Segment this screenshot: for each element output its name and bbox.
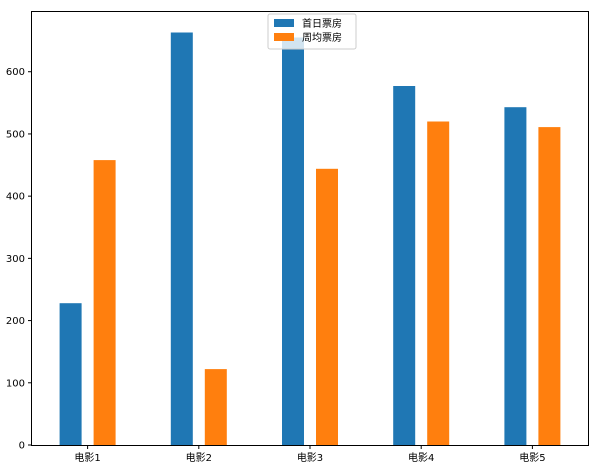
bar-series1-1 — [59, 303, 82, 445]
legend-label: 周均票房 — [302, 31, 342, 44]
y-tick-label: 500 — [6, 129, 25, 140]
bar-series2-5 — [538, 127, 561, 445]
legend-label: 首日票房 — [302, 17, 342, 30]
y-tick-label: 0 — [19, 441, 25, 452]
x-tick-label: 电影1 — [74, 451, 100, 464]
y-tick-label: 200 — [6, 316, 25, 327]
x-tick-label: 电影2 — [186, 451, 212, 464]
bar-series1-3 — [282, 37, 304, 445]
bar-series1-5 — [504, 107, 527, 445]
y-tick-label: 400 — [6, 192, 25, 203]
bar-series2-1 — [93, 160, 116, 445]
bars-group — [59, 32, 561, 446]
bar-series1-4 — [393, 86, 416, 445]
bar-series1-2 — [170, 32, 193, 445]
y-axis-ticks: 0 100 200 300 400 500 600 — [6, 67, 32, 452]
legend-swatch — [274, 33, 294, 41]
x-axis-ticks: 电影1 电影2 电影3 电影4 电影5 — [74, 445, 546, 464]
legend-swatch — [274, 19, 294, 27]
bar-series2-3 — [316, 168, 338, 446]
y-tick-label: 600 — [6, 67, 25, 78]
bar-series2-4 — [427, 121, 450, 445]
y-tick-label: 300 — [6, 254, 25, 265]
x-tick-label: 电影3 — [297, 451, 323, 464]
x-tick-label: 电影5 — [519, 451, 545, 464]
plot-frame — [31, 11, 589, 446]
x-tick-label: 电影4 — [408, 451, 434, 464]
bar-series2-2 — [204, 369, 227, 445]
y-tick-label: 100 — [6, 378, 25, 389]
